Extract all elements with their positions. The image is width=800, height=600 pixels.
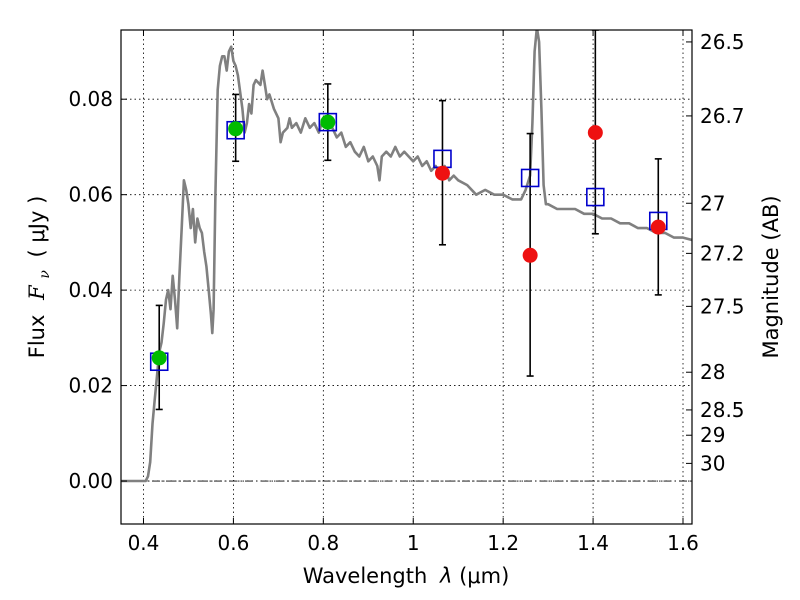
x-tick-label: 0.6: [217, 531, 249, 555]
right-tick-label: 28: [700, 360, 725, 384]
y-tick-label: 0.04: [68, 278, 113, 302]
y-axis-label: Flux F ν ( μJy ): [25, 196, 54, 359]
model-photometry-square: [520, 168, 540, 188]
x-tick-label: 1: [407, 531, 420, 555]
right-tick-label: 27.2: [700, 241, 745, 265]
model-photometry-square: [318, 112, 338, 132]
plot-frame: [120, 29, 693, 525]
plot-area: [121, 30, 692, 483]
y-tick-label: 0.00: [68, 469, 113, 493]
low-sn-point: [650, 219, 666, 235]
right-tick-label: 29: [700, 423, 725, 447]
detection-point: [151, 350, 167, 366]
right-tick-label: 26.7: [700, 104, 745, 128]
model-photometry-square: [586, 187, 605, 207]
x-tick-label: 0.8: [307, 531, 339, 555]
x-tick-label: 1.4: [577, 531, 609, 555]
right-axis-label: Magnitude (AB): [759, 195, 783, 358]
axes: 0.4 0.6 0.8 1 1.2 1.4 1.6 0.00 0.02 0.04 0.06 0.08 2…: [68, 30, 744, 555]
x-tick-label: 1.2: [487, 531, 519, 555]
model-sed-line: [121, 30, 692, 483]
low-sn-point: [522, 247, 538, 263]
right-tick-label: 26.5: [700, 30, 745, 54]
low-sn-point: [434, 165, 450, 181]
right-tick-label: 28.5: [700, 398, 745, 422]
x-tick-label: 0.4: [128, 531, 160, 555]
x-tick-label: 1.6: [667, 531, 699, 555]
detection-point: [228, 121, 244, 137]
x-axis-label: Wavelength λ (μm): [303, 564, 510, 588]
grid: [121, 30, 692, 524]
right-tick-label: 27.5: [700, 294, 745, 318]
low-sn-point: [587, 125, 603, 141]
y-tick-label: 0.02: [68, 374, 113, 398]
detection-point: [320, 114, 336, 130]
y-tick-label: 0.06: [68, 183, 113, 207]
right-tick-label: 27: [700, 191, 725, 215]
y-tick-label: 0.08: [68, 87, 113, 111]
right-tick-label: 30: [700, 451, 725, 475]
